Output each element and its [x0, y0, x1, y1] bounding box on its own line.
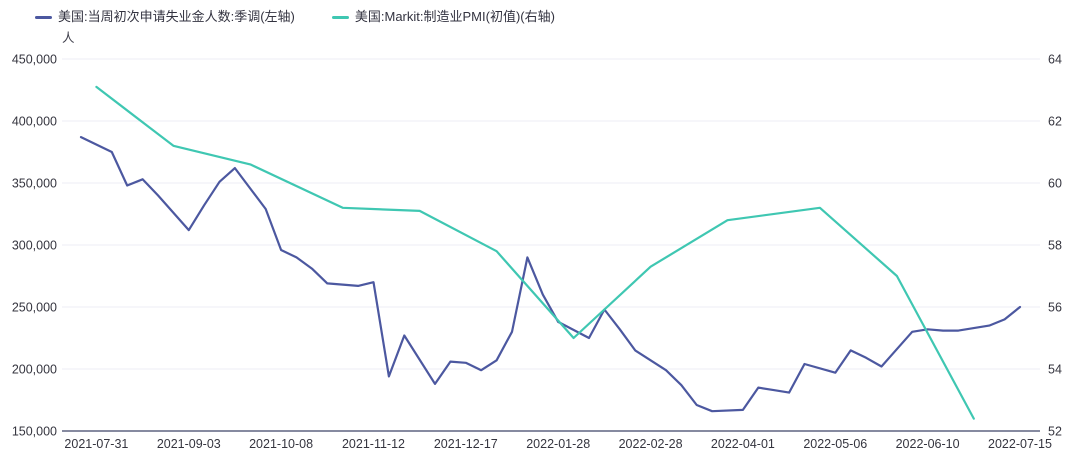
legend-item-claims[interactable]: 美国:当周初次申请失业金人数:季调(左轴)	[35, 8, 295, 26]
right-axis-tick: 52	[1048, 425, 1062, 439]
left-axis-tick: 400,000	[12, 115, 57, 129]
x-axis-tick: 2021-11-12	[342, 437, 405, 451]
x-axis-tick: 2021-10-08	[249, 437, 313, 451]
right-axis-tick: 54	[1048, 363, 1062, 377]
x-axis-tick: 2022-01-28	[526, 437, 590, 451]
left-axis-tick: 450,000	[12, 53, 57, 67]
right-axis-tick: 56	[1048, 301, 1062, 315]
x-axis-tick: 2022-07-15	[988, 437, 1052, 451]
left-axis-tick: 300,000	[12, 239, 57, 253]
claims-line-swatch-icon	[35, 15, 52, 19]
x-axis-tick: 2021-09-03	[157, 437, 221, 451]
legend-item-pmi[interactable]: 美国:Markit:制造业PMI(初值)(右轴)	[331, 8, 555, 26]
x-axis-tick: 2021-12-17	[434, 437, 498, 451]
x-axis-tick: 2021-07-31	[64, 437, 128, 451]
x-axis-tick: 2022-04-01	[711, 437, 775, 451]
left-axis-tick: 150,000	[12, 425, 57, 439]
claims-legend-label: 美国:当周初次申请失业金人数:季调(左轴)	[58, 9, 295, 24]
x-axis-tick: 2022-02-28	[619, 437, 683, 451]
x-axis-ticks: 2021-07-31 2021-09-03 2021-10-08 2021-11-12…	[64, 437, 1052, 451]
right-axis-tick: 58	[1048, 239, 1062, 253]
left-axis-unit-label: 人	[62, 31, 75, 45]
left-axis-tick: 250,000	[12, 301, 57, 315]
right-axis-tick: 64	[1048, 53, 1062, 67]
right-axis-tick: 60	[1048, 177, 1062, 191]
x-axis-tick: 2022-06-10	[896, 437, 960, 451]
right-axis-tick: 62	[1048, 115, 1062, 129]
pmi-line	[95, 85, 975, 420]
left-axis-tick: 350,000	[12, 177, 57, 191]
left-axis-ticks: 450,000 400,000 350,000 300,000 250,000 200,0…	[12, 53, 57, 439]
gridlines	[62, 58, 1040, 370]
right-axis-ticks: 64 62 60 58 56 54 52	[1048, 53, 1062, 439]
pmi-legend-label: 美国:Markit:制造业PMI(初值)(右轴)	[354, 9, 555, 24]
left-axis-tick: 200,000	[12, 363, 57, 377]
claims-line	[79, 136, 1022, 413]
legend: 美国:当周初次申请失业金人数:季调(左轴) 美国:Markit:制造业PMI(初…	[35, 8, 555, 26]
x-axis-tick: 2022-05-06	[803, 437, 867, 451]
pmi-line-swatch-icon	[331, 15, 349, 19]
